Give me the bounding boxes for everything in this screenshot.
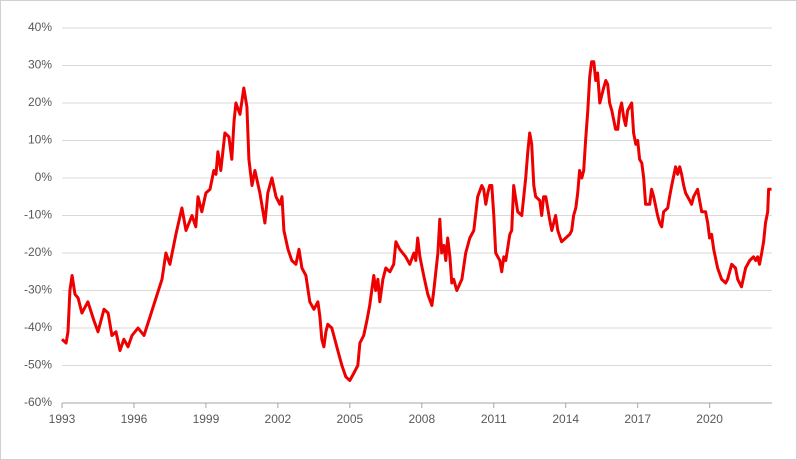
x-tick-label: 1996 bbox=[121, 412, 148, 426]
line-series bbox=[60, 60, 772, 382]
y-tick-label: -50% bbox=[24, 358, 52, 372]
y-tick-label: 30% bbox=[28, 58, 52, 72]
y-tick-label: 10% bbox=[28, 133, 52, 147]
x-tick-label: 2011 bbox=[481, 412, 507, 426]
x-tick-label: 2002 bbox=[265, 412, 292, 426]
y-tick-label: -40% bbox=[24, 320, 52, 334]
y-tick-label: -10% bbox=[24, 208, 52, 222]
x-tick-label: 1993 bbox=[49, 412, 76, 426]
y-tick-label: -30% bbox=[24, 283, 52, 297]
y-tick-label: -60% bbox=[24, 395, 52, 409]
x-tick-label: 2020 bbox=[696, 412, 723, 426]
x-tick-label: 2008 bbox=[408, 412, 435, 426]
y-tick-label: 20% bbox=[28, 95, 52, 109]
x-tick-label: 1999 bbox=[193, 412, 220, 426]
y-tick-label: 40% bbox=[28, 20, 52, 34]
y-tick-label: -20% bbox=[24, 245, 52, 259]
x-tick-label: 2005 bbox=[336, 412, 363, 426]
x-tick-label: 2017 bbox=[624, 412, 651, 426]
x-tick-label: 2014 bbox=[552, 412, 579, 426]
y-tick-label: 0% bbox=[35, 170, 53, 184]
